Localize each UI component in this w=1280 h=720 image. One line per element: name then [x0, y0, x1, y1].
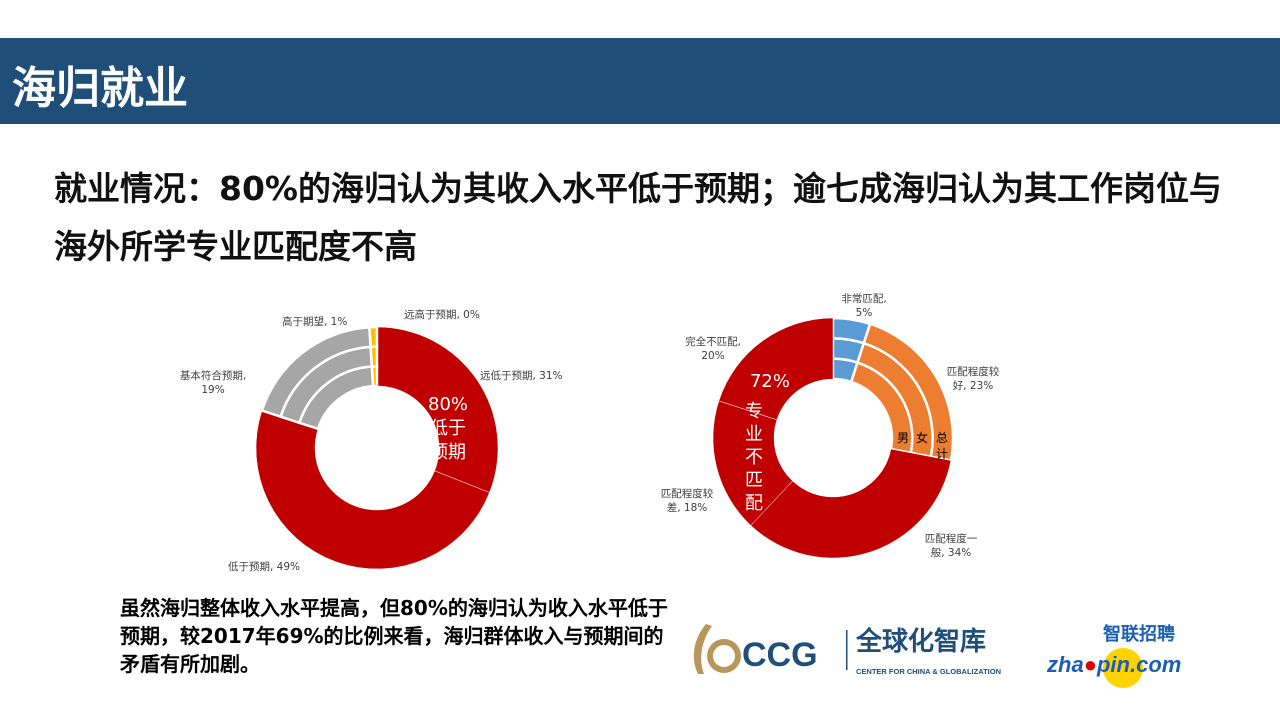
- ring-label-female: 女: [916, 431, 929, 445]
- donut2-slice-4: [718, 317, 834, 421]
- svg-text:全球化智库: 全球化智库: [855, 626, 986, 657]
- label-c2-3: 匹配程度较差, 18%: [660, 488, 714, 514]
- annotation-c2-text: 专业不匹配: [745, 401, 763, 514]
- ccg-logo: CCG 全球化智库 CENTER FOR CHINA & GLOBALIZATI…: [693, 624, 1001, 676]
- ring-label-total: 总计: [936, 431, 949, 461]
- label-c1-0: 远低于预期, 31%: [480, 370, 563, 382]
- annotation-c2-pct: 72%: [749, 371, 790, 392]
- headline: 就业情况：80%的海归认为其收入水平低于预期；逾七成海归认为其工作岗位与海外所学…: [54, 169, 1222, 266]
- footnote: 虽然海归整体收入水平提高，但80%的海归认为收入水平低于预期，较2017年69%…: [120, 596, 668, 676]
- svg-text:zha●pin.com: zha●pin.com: [1046, 652, 1181, 677]
- donut1-slice-3: [370, 365, 379, 388]
- label-c2-4: 完全不匹配, 20%: [685, 336, 741, 362]
- annotation-c1: 80% 低于预期: [428, 394, 469, 463]
- ring-label-male: 男: [897, 431, 910, 445]
- label-c2-1: 匹配程度较好, 23%: [946, 366, 1000, 392]
- label-c1-1: 低于预期, 49%: [228, 561, 301, 573]
- zhaopin-logo: 智联招聘 zha●pin.com: [1046, 623, 1181, 688]
- header-bar: 海归就业: [0, 38, 1280, 124]
- svg-text:CCG: CCG: [742, 636, 818, 674]
- donut1-slice-3: [369, 345, 379, 368]
- label-c1-2: 基本符合预期, 19%: [179, 370, 247, 396]
- svg-text:智联招聘: 智联招聘: [1103, 623, 1175, 645]
- donut1-slice-1: [255, 410, 490, 570]
- label-c2-2: 匹配程度一般, 34%: [924, 533, 978, 559]
- label-c2-0: 非常匹配, 5%: [841, 293, 887, 319]
- label-c1-4: 远高于预期, 0%: [404, 309, 480, 321]
- donut1-slice-0: [376, 326, 499, 493]
- svg-text:CENTER FOR CHINA & GLOBALIZATI: CENTER FOR CHINA & GLOBALIZATION: [856, 667, 1001, 676]
- label-c1-3: 高于期望, 1%: [282, 316, 348, 328]
- donut2-slice-2: [750, 448, 952, 559]
- page-title: 海归就业: [12, 63, 188, 114]
- donut1-slice-3: [368, 325, 379, 349]
